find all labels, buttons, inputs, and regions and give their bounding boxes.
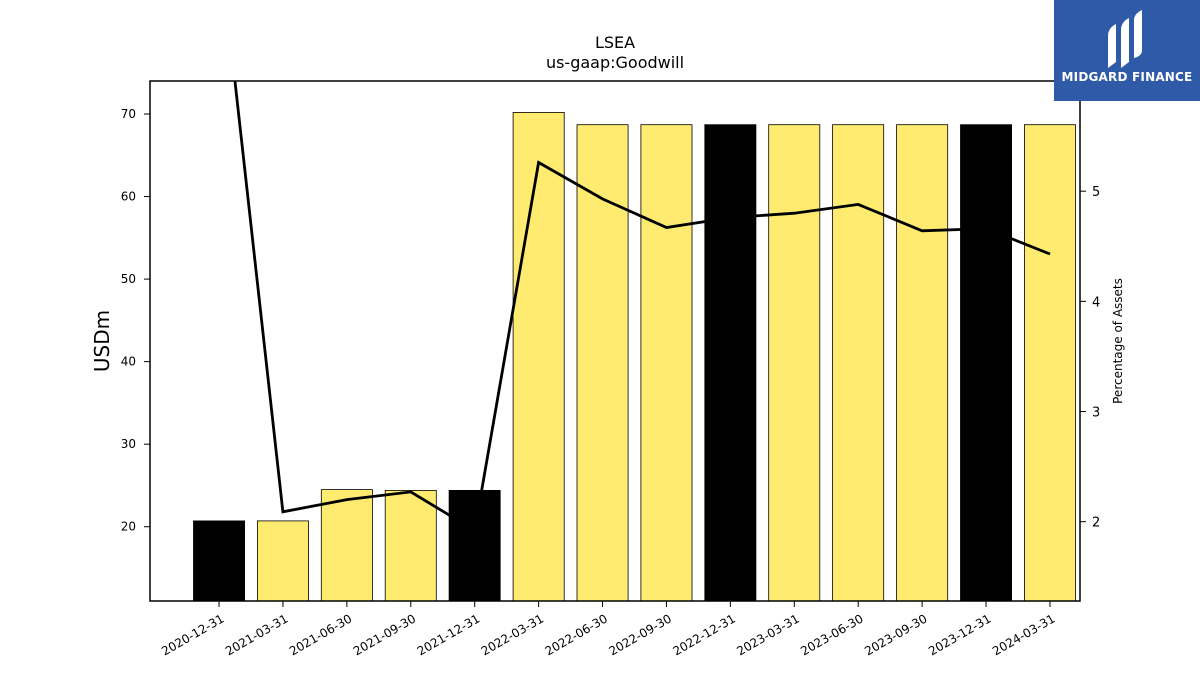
bar-2021-06-30: [320, 489, 373, 602]
bar-2021-09-30: [384, 489, 437, 602]
bar-2023-06-30: [832, 124, 885, 602]
y-axis-right-label: Percentage of Assets: [1111, 278, 1125, 404]
x-axis: 2020-12-312021-03-312021-06-302021-09-30…: [159, 601, 1057, 658]
bars-group: [193, 112, 1076, 602]
y-tick-label-40: 40: [121, 355, 136, 369]
chart-title: LSEA: [595, 33, 635, 52]
bar-2022-09-30: [640, 124, 693, 602]
x-tick-label-2021-09-30: 2021-09-30: [351, 611, 418, 658]
midgard-finance-logo: MIDGARD FINANCE: [1054, 0, 1200, 101]
bar-2022-06-30: [576, 124, 629, 602]
plot-frame: [149, 80, 1081, 602]
y-tick-label-60: 60: [121, 190, 136, 204]
x-tick-label-2021-03-31: 2021-03-31: [223, 611, 290, 658]
bar-2023-12-31: [960, 124, 1012, 602]
x-tick-label-2023-12-31: 2023-12-31: [926, 611, 993, 658]
y-axis-label: USDm: [90, 310, 114, 372]
x-tick-label-2020-12-31: 2020-12-31: [159, 611, 226, 658]
bar-2023-09-30: [896, 124, 949, 602]
x-tick-label-2023-06-30: 2023-06-30: [798, 611, 865, 658]
x-tick-label-2022-03-31: 2022-03-31: [479, 611, 546, 658]
y-right-tick-label-5: 5: [1092, 185, 1100, 200]
x-tick-label-2021-06-30: 2021-06-30: [287, 611, 354, 658]
y-right-tick-label-4: 4: [1092, 295, 1100, 310]
y-right-tick-label-2: 2: [1092, 516, 1100, 531]
midgard-logo-icon: [1108, 10, 1142, 68]
line-group: [233, 81, 1051, 533]
y-tick-label-50: 50: [121, 272, 136, 286]
bar-2022-12-31: [704, 124, 757, 602]
bar-2023-03-31: [768, 124, 821, 602]
bar-2021-12-31: [448, 489, 501, 602]
x-tick-label-2022-12-31: 2022-12-31: [670, 611, 737, 658]
percentage-line: [233, 81, 1051, 533]
chart-subtitle: us-gaap:Goodwill: [546, 53, 684, 72]
y-axis-left: 20 30 40 50 60 70: [121, 107, 150, 534]
x-tick-label-2021-12-31: 2021-12-31: [415, 611, 482, 658]
x-tick-label-2024-03-31: 2024-03-31: [990, 611, 1057, 658]
x-tick-label-2022-06-30: 2022-06-30: [543, 611, 610, 658]
y-right-tick-label-3: 3: [1092, 406, 1100, 421]
bar-2020-12-31: [193, 520, 245, 602]
x-tick-label-2023-09-30: 2023-09-30: [862, 611, 929, 658]
y-tick-label-20: 20: [121, 520, 136, 534]
logo-text: MIDGARD FINANCE: [1061, 70, 1193, 84]
bar-2021-03-31: [256, 520, 309, 602]
bar-2022-03-31: [512, 112, 565, 602]
y-tick-label-70: 70: [121, 107, 136, 121]
x-tick-label-2023-03-31: 2023-03-31: [734, 611, 801, 658]
y-tick-label-30: 30: [121, 437, 136, 451]
bar-2024-03-31: [1024, 124, 1076, 602]
y-axis-right: 2 3 4 5: [1080, 185, 1100, 531]
x-tick-label-2022-09-30: 2022-09-30: [607, 611, 674, 658]
